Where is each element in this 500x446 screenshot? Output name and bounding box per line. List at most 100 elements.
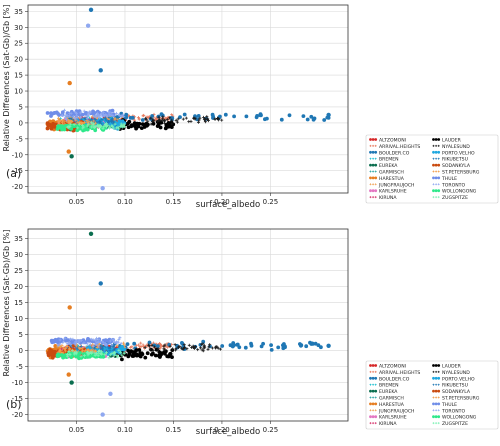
legend-entry: BREMEN: [369, 383, 399, 389]
legend-marker: [437, 383, 440, 386]
data-point: [64, 349, 67, 353]
data-point: [117, 338, 121, 341]
panel-label: (b): [6, 398, 22, 411]
data-point: [56, 111, 60, 116]
data-point: [146, 119, 150, 123]
legend-marker: [369, 163, 372, 167]
data-point: [53, 344, 58, 348]
data-point: [301, 114, 306, 118]
data-point: [81, 124, 84, 127]
data-point: [235, 342, 240, 347]
legend-marker: [369, 176, 372, 180]
data-point: [181, 117, 185, 121]
data-point: [77, 341, 81, 345]
data-point: [85, 116, 89, 120]
data-point: [132, 121, 137, 125]
data-point: [161, 117, 165, 121]
legend-marker: [432, 415, 435, 419]
legend-entry: KARLSRUHE: [369, 415, 407, 421]
data-point: [83, 112, 88, 116]
data-point: [45, 111, 50, 115]
outlier-point: [326, 112, 331, 118]
data-point: [203, 117, 207, 121]
data-point: [104, 342, 108, 346]
legend-entry: BOULDER.CO: [369, 150, 410, 156]
legend-marker: [372, 370, 375, 373]
data-point: [88, 110, 92, 114]
y-tick-label: 30: [14, 251, 23, 259]
legend-label: SODANKYLA: [442, 389, 471, 395]
data-point: [83, 353, 87, 357]
data-point: [269, 348, 274, 352]
legend-marker: [369, 402, 372, 406]
legend-marker: [432, 383, 435, 386]
data-point: [113, 122, 117, 126]
legend-entry: TORONTO: [432, 408, 465, 414]
data-point: [93, 126, 97, 129]
data-point: [80, 112, 85, 117]
data-point: [140, 122, 145, 126]
legend-marker: [434, 150, 438, 154]
outlier-point: [69, 154, 74, 159]
legend-marker: [432, 183, 435, 186]
data-point: [185, 347, 189, 351]
y-tick-label: 15: [14, 299, 23, 307]
legend-label: LAUDER: [442, 138, 462, 144]
data-point: [205, 115, 209, 119]
data-point: [126, 348, 130, 353]
data-point: [249, 341, 253, 346]
data-point: [115, 344, 119, 348]
data-point: [163, 348, 167, 352]
data-point: [74, 352, 78, 356]
data-point: [71, 115, 75, 119]
y-tick-label: -10: [12, 379, 23, 387]
legend-marker: [374, 409, 377, 412]
x-tick-label: 0.10: [117, 426, 133, 434]
data-point: [232, 343, 236, 348]
legend-marker: [434, 176, 438, 180]
legend-label: BREMEN: [379, 157, 399, 163]
data-point: [147, 343, 151, 347]
x-tick-label: 0.25: [263, 198, 279, 206]
data-point: [115, 340, 119, 344]
data-point: [67, 349, 71, 353]
y-tick-label: 30: [14, 24, 23, 32]
data-point: [90, 353, 95, 358]
data-point: [298, 342, 302, 346]
data-point: [155, 120, 159, 124]
legend-marker: [372, 183, 375, 186]
legend-marker: [437, 196, 440, 199]
data-point: [201, 342, 205, 346]
y-tick-label: 15: [14, 72, 23, 80]
legend-label: JUNGFRAUJOCH: [378, 182, 415, 188]
data-point: [87, 351, 90, 355]
data-point: [52, 350, 56, 354]
x-axis-label: surface_albedo: [196, 200, 260, 210]
legend-marker: [435, 144, 438, 147]
legend-marker: [374, 163, 378, 167]
data-point: [145, 351, 150, 356]
legend-label: GARMISCH: [379, 396, 404, 402]
x-tick-label: 0.10: [117, 198, 133, 206]
data-point: [311, 117, 316, 122]
legend-marker: [435, 370, 438, 373]
x-tick-label: 0.25: [263, 426, 279, 434]
data-point: [196, 348, 200, 352]
data-point: [81, 128, 85, 133]
x-tick-label: 0.05: [69, 426, 85, 434]
data-point: [118, 350, 122, 354]
data-point: [91, 123, 95, 127]
data-point: [61, 125, 66, 129]
data-point: [91, 344, 95, 348]
data-point: [79, 120, 83, 124]
data-point: [113, 353, 117, 357]
legend-label: ZUGSPITZE: [442, 195, 468, 201]
y-tick-label: 20: [14, 283, 23, 291]
legend-marker: [374, 364, 378, 367]
legend-entry: SODANKYLA: [432, 389, 471, 395]
legend-marker: [369, 364, 372, 367]
data-point: [313, 341, 318, 346]
data-point: [75, 344, 78, 348]
legend-entry: THULE: [432, 176, 457, 182]
legend-label: ZUGSPITZE: [442, 421, 468, 427]
